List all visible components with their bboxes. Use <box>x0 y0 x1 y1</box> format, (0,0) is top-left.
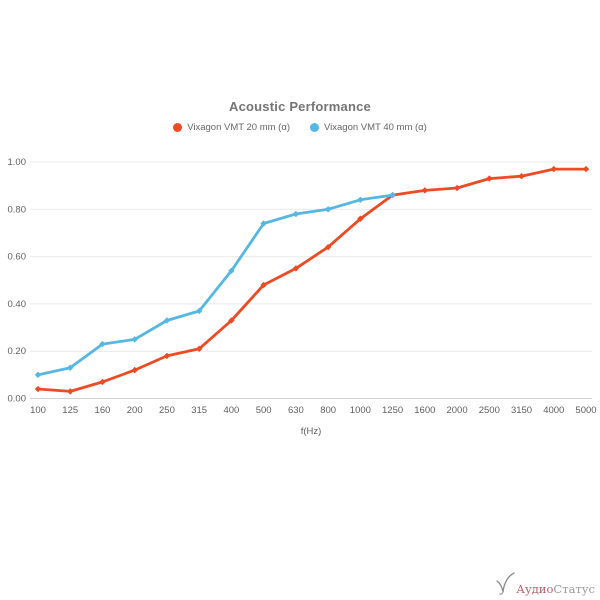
series-1-point[interactable] <box>67 364 74 371</box>
series-1-point[interactable] <box>357 196 364 204</box>
series-0-point[interactable] <box>550 165 557 173</box>
x-axis-tick-label: 800 <box>320 405 336 416</box>
series-0-point[interactable] <box>357 215 364 222</box>
series-0-point[interactable] <box>99 378 106 386</box>
x-axis-tick-label: 315 <box>191 405 207 416</box>
x-axis-tick-label: 2000 <box>446 405 467 416</box>
series-line-0 <box>36 167 588 393</box>
series-0-point[interactable] <box>34 385 42 393</box>
series-0-point[interactable] <box>453 184 461 192</box>
x-axis-tick-label: 3150 <box>511 405 532 416</box>
x-axis-tick-label: 4000 <box>543 405 564 416</box>
series-line-1 <box>36 193 395 377</box>
series-0-point[interactable] <box>324 243 332 251</box>
legend-item-1[interactable]: Vixagon VMT 40 mm (α) <box>310 122 427 133</box>
series-0-point[interactable] <box>163 352 171 360</box>
chart-legend: Vixagon VMT 20 mm (α) Vixagon VMT 40 mm (… <box>0 122 600 133</box>
series-0-point[interactable] <box>486 175 493 182</box>
legend-dot-icon <box>173 123 183 132</box>
x-axis-tick-label: 400 <box>223 405 239 416</box>
y-axis-tick-label: 0.60 <box>8 252 27 263</box>
legend-label: Vixagon VMT 40 mm (α) <box>324 122 427 133</box>
x-axis-tick-label: 160 <box>95 405 111 416</box>
series-1-point[interactable] <box>99 340 106 348</box>
watermark-logo-icon <box>496 572 515 595</box>
x-axis-tick-label: 250 <box>159 405 175 416</box>
series-1-point[interactable] <box>34 371 42 379</box>
watermark-brand-primary: Аудио <box>516 581 554 596</box>
x-axis-tick-label: 5000 <box>575 405 596 416</box>
series-1-point[interactable] <box>131 336 138 343</box>
series-1-point[interactable] <box>163 317 171 324</box>
series-0-point[interactable] <box>131 366 138 374</box>
x-axis-tick-label: 200 <box>127 405 143 416</box>
y-axis-tick-label: 0.40 <box>8 299 27 310</box>
series-1-point[interactable] <box>260 220 267 227</box>
series-1-point[interactable] <box>228 267 235 274</box>
legend-item-0[interactable]: Vixagon VMT 20 mm (α) <box>173 122 290 133</box>
series-1-point[interactable] <box>292 210 300 218</box>
series-0-point[interactable] <box>421 187 429 194</box>
legend-dot-icon <box>310 123 319 132</box>
series-0-point[interactable] <box>518 172 525 180</box>
chart-title: Acoustic Performance <box>229 99 371 114</box>
x-axis-title: f(Hz) <box>301 426 322 437</box>
series-0-point[interactable] <box>228 317 235 324</box>
y-axis-tick-label: 1.00 <box>8 157 27 168</box>
series-0-point[interactable] <box>260 281 267 289</box>
series-0-point[interactable] <box>582 165 590 173</box>
legend-label: Vixagon VMT 20 mm (α) <box>187 122 290 133</box>
series-0-point[interactable] <box>292 265 300 272</box>
series-1-point[interactable] <box>195 307 203 315</box>
series-0-point[interactable] <box>195 345 203 353</box>
watermark-brand-secondary: Статус <box>553 581 595 596</box>
series-0-point[interactable] <box>67 388 74 395</box>
series-1-point[interactable] <box>389 191 396 199</box>
x-axis-tick-label: 125 <box>62 405 78 416</box>
x-axis-tick-label: 1250 <box>382 405 403 416</box>
y-axis-tick-label: 0.80 <box>8 204 27 215</box>
x-axis-tick-label: 1600 <box>414 405 435 416</box>
x-axis-tick-label: 100 <box>30 405 46 416</box>
watermark: Аудио Статус <box>496 572 595 595</box>
x-axis-tick-label: 2500 <box>479 405 500 416</box>
x-axis-tick-label: 1000 <box>350 405 371 416</box>
x-axis-tick-label: 500 <box>256 405 272 416</box>
series-1-point[interactable] <box>324 206 332 213</box>
y-axis-tick-label: 0.00 <box>8 394 27 405</box>
y-axis-tick-label: 0.20 <box>8 346 27 357</box>
x-axis-tick-label: 630 <box>288 405 304 416</box>
